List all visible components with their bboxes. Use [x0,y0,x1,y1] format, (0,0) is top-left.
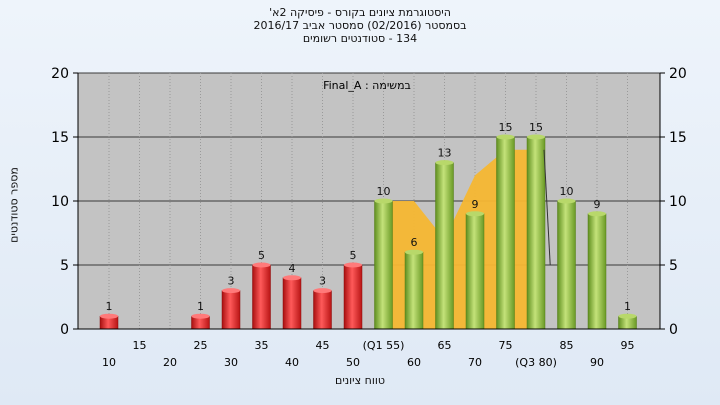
chart-subtitle-students: 134 - סטודנטים רשומים [302,32,418,45]
y-tick-label-left: 0 [60,322,69,338]
x-tick-label: 95 [621,339,635,352]
bar-cap-30 [222,288,240,294]
x-tick-label: 50 [346,356,360,369]
x-tick-label: 30 [224,356,238,369]
value-label-60: 6 [411,236,418,249]
y-tick-label-left: 5 [60,258,69,274]
y-tick-label-right: 0 [669,322,678,338]
value-label-55: 10 [377,185,391,198]
x-tick-label: 60 [407,356,421,369]
bar-cap-50 [344,262,362,268]
bar-cap-80 [527,134,545,140]
y-tick-label-right: 20 [669,66,687,82]
y-tick-label-left: 15 [51,130,69,146]
x-tick-label: 45 [316,339,330,352]
bar-cap-60 [405,249,423,255]
x-tick-label: 85 [560,339,574,352]
bar-65 [435,162,454,330]
bar-90 [587,213,607,330]
x-tick-label: (Q3 80) [515,356,557,369]
y-tick-label-left: 20 [51,66,69,82]
y-tick-label-right: 10 [669,194,687,210]
y-tick-label-left: 10 [51,194,69,210]
bar-70 [465,213,485,330]
bar-cap-95 [618,313,637,319]
chart-titles: היסטוגרמת ציונים בקורס - פיסיקה 2א' בסמס… [0,6,720,45]
bar-cap-45 [313,288,332,294]
y-tick-label-right: 15 [669,130,687,146]
x-tick-label: 75 [499,339,513,352]
value-label-50: 5 [350,249,357,262]
x-tick-label: (Q1 55) [363,339,405,352]
bar-cap-65 [435,160,454,166]
bar-55 [374,200,393,330]
bar-cap-90 [588,211,606,217]
value-label-80: 15 [529,121,543,134]
value-label-95: 1 [624,300,631,313]
x-tick-label: 35 [255,339,269,352]
value-label-65: 13 [438,147,452,160]
x-tick-label: 40 [285,356,299,369]
bar-cap-25 [191,313,210,319]
value-label-25: 1 [197,300,204,313]
bar-cap-40 [283,275,301,281]
x-tick-label: 10 [102,356,116,369]
value-label-45: 3 [319,275,326,288]
value-label-85: 10 [560,185,574,198]
bar-80 [526,136,546,330]
chart-subtitle-semester: בסמסטר (02/2016) סמסטר אביב 2016/17 [253,19,467,32]
value-label-70: 9 [472,198,479,211]
value-label-40: 4 [289,262,296,275]
bar-75 [496,136,515,330]
y-axis-label: מספר סטודנטים [7,167,21,243]
bar-cap-75 [496,134,515,140]
bar-35 [252,264,271,330]
x-tick-label: 90 [590,356,604,369]
bars-group [99,134,637,330]
x-tick-label: 70 [468,356,482,369]
value-label-90: 9 [594,198,601,211]
bar-cap-85 [557,198,576,204]
bar-45 [313,290,332,330]
x-tick-label: 25 [194,339,208,352]
value-label-35: 5 [258,249,265,262]
x-axis-label: טווח ציונים [335,374,385,387]
x-tick-label: 20 [163,356,177,369]
value-label-10: 1 [106,300,113,313]
task-annotation: במשימה : Final_A [323,79,411,92]
bar-cap-35 [252,262,271,268]
chart-title: היסטוגרמת ציונים בקורס - פיסיקה 2א' [269,6,451,19]
bar-cap-70 [466,211,484,217]
bar-cap-10 [100,313,118,319]
bar-cap-55 [374,198,393,204]
bar-40 [282,277,302,330]
x-tick-label: 65 [438,339,452,352]
value-label-30: 3 [228,275,235,288]
value-label-75: 15 [499,121,513,134]
bar-85 [557,200,576,330]
x-tick-label: 15 [133,339,147,352]
bar-30 [221,290,241,330]
y-tick-label-right: 5 [669,258,678,274]
bar-50 [343,264,363,330]
trend-line [543,149,551,266]
bar-60 [404,251,424,330]
